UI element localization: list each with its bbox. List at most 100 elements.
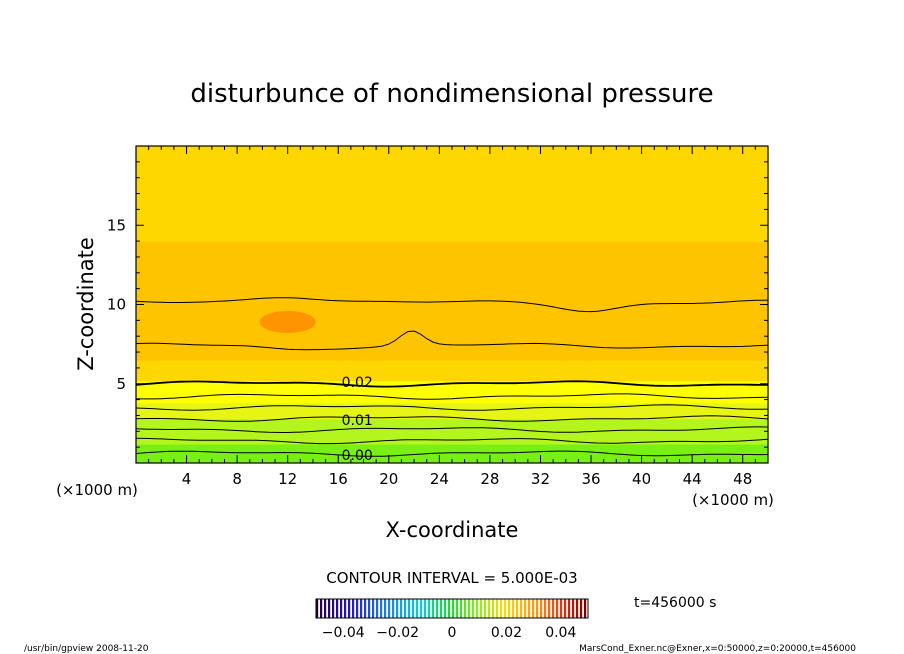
colorbar-stripe [560, 599, 563, 618]
contour-lines [136, 297, 768, 457]
colorbar-stripe [340, 599, 343, 618]
colorbar-stripe [520, 599, 523, 618]
colorbar-stripe [468, 599, 471, 618]
x-tick-label: 4 [182, 470, 192, 488]
colorbar-stripe [324, 599, 327, 618]
colorbar-stripe [436, 599, 439, 618]
colorbar-stripe [440, 599, 443, 618]
colorbar-stripe [416, 599, 419, 618]
contour-line [136, 450, 768, 457]
x-tick-label: 12 [278, 470, 297, 488]
colorbar-stripe [512, 599, 515, 618]
contour-band [136, 443, 768, 463]
colorbar-stripe [428, 599, 431, 618]
colorbar-stripe [516, 599, 519, 618]
x-tick-label: 36 [581, 470, 600, 488]
colorbar-stripe [484, 599, 487, 618]
colorbar-stripe [464, 599, 467, 618]
contour-line [136, 393, 768, 400]
colorbar-stripe [552, 599, 555, 618]
colorbar-stripe [364, 599, 367, 618]
colorbar-tick-label: 0.02 [491, 625, 522, 641]
y-tick-label: 5 [116, 375, 126, 393]
colorbar-stripe [452, 599, 455, 618]
x-tick-label: 16 [329, 470, 348, 488]
colorbar-stripe [584, 599, 587, 618]
colorbar-stripe [344, 599, 347, 618]
contour-band [136, 380, 768, 391]
colorbar-stripe [400, 599, 403, 618]
x-axis-label: X-coordinate [386, 518, 519, 542]
colorbar-stripe [500, 599, 503, 618]
colorbar-stripe [576, 599, 579, 618]
contour-label: 0.02 [342, 375, 373, 391]
x-tick-label: 48 [733, 470, 752, 488]
x-tick-label: 28 [480, 470, 499, 488]
colorbar-stripe [420, 599, 423, 618]
colorbar-stripe [384, 599, 387, 618]
colorbar-stripe [460, 599, 463, 618]
colorbar-stripe [372, 599, 375, 618]
colorbar-stripe [524, 599, 527, 618]
x-tick-label: 24 [430, 470, 449, 488]
contour-band [136, 418, 768, 432]
contour-label: 0.01 [342, 413, 373, 429]
colorbar-stripe [328, 599, 331, 618]
colorbar-tick-label: −0.02 [376, 625, 419, 641]
colorbar-stripe [456, 599, 459, 618]
x-unit-left: (×1000 m) [56, 481, 138, 499]
contour-band [136, 241, 768, 274]
colorbar-frame [315, 598, 589, 619]
colorbar-stripe [488, 599, 491, 618]
colorbar-stripe [320, 599, 323, 618]
contour-band [136, 359, 768, 382]
colorbar-stripe [356, 599, 359, 618]
filled-contours [136, 146, 768, 463]
y-axis: 5 10 15 [107, 161, 768, 448]
colorbar-stripe [556, 599, 559, 618]
colorbar-stripe [360, 599, 363, 618]
contour-band [136, 146, 768, 210]
colorbar-stripe [352, 599, 355, 618]
colorbar-stripe [496, 599, 499, 618]
colorbar-stripe [444, 599, 447, 618]
plot-area [136, 146, 768, 463]
contour-band [136, 272, 768, 302]
colorbar-stripe [540, 599, 543, 618]
x-unit-right: (×1000 m) [692, 491, 774, 509]
contour-labels: 0.02 0.01 0.00 [342, 375, 373, 464]
colorbar-stripe [564, 599, 567, 618]
colorbar-stripe [568, 599, 571, 618]
colorbar-tick-label: 0.04 [545, 625, 576, 641]
colorbar-stripe [376, 599, 379, 618]
contour-line [136, 437, 768, 445]
contour-label: 0.00 [342, 448, 373, 464]
contour-line [136, 380, 768, 388]
colorbar-stripe [336, 599, 339, 618]
colorbar-stripe [448, 599, 451, 618]
colorbar-stripe [508, 599, 511, 618]
colorbar-stripe [404, 599, 407, 618]
colorbar-stripe [528, 599, 531, 618]
colorbar-ticks: −0.04 −0.02 0 0.02 0.04 [322, 625, 577, 641]
footer-left: /usr/bin/gpview 2008-11-20 [24, 644, 149, 654]
colorbar-stripe [492, 599, 495, 618]
colorbar-tick-label: 0 [448, 625, 457, 641]
y-tick-label: 10 [107, 296, 126, 314]
contour-band [136, 301, 768, 321]
x-axis: 4 8 12 16 20 24 28 32 36 40 44 48 [148, 146, 756, 488]
contour-line [136, 415, 768, 422]
colorbar-stripe [504, 599, 507, 618]
colorbar-stripe [316, 599, 319, 618]
x-tick-label: 32 [531, 470, 550, 488]
colorbar-stripe [332, 599, 335, 618]
colorbar-stripe [392, 599, 395, 618]
x-tick-label: 8 [232, 470, 242, 488]
colorbar-stripe [532, 599, 535, 618]
x-tick-label: 40 [632, 470, 651, 488]
contour-band [136, 431, 768, 445]
colorbar-stripe [348, 599, 351, 618]
colorbar-stripe [572, 599, 575, 618]
colorbar-stripe [536, 599, 539, 618]
